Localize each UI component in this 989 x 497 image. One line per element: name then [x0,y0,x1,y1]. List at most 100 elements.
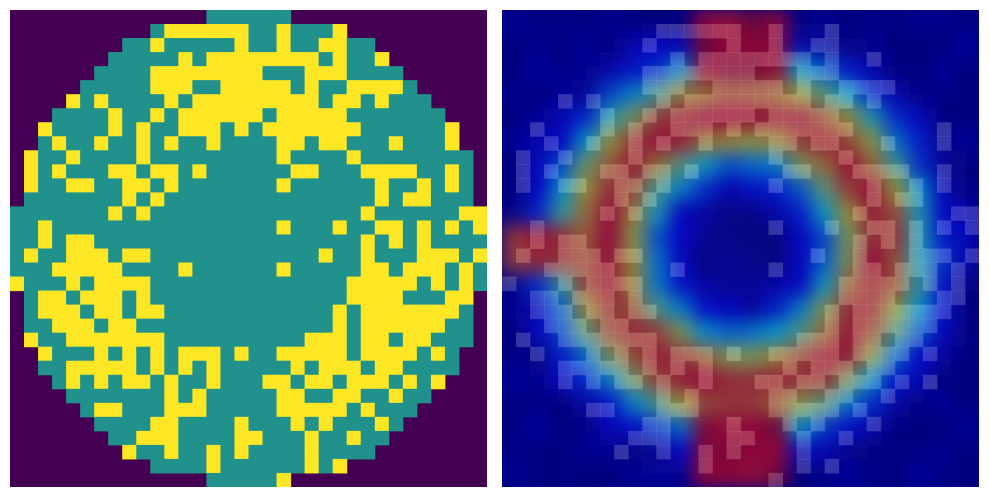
normal-die [192,248,207,264]
defect-die [122,276,137,292]
defect-die [66,248,81,264]
overlay-defect-die [796,122,812,137]
overlay-normal-die [642,136,657,151]
normal-die [66,206,81,221]
normal-die [178,150,193,165]
overlay-normal-die [726,388,741,404]
heatmap-cell [716,81,742,107]
normal-die [318,458,334,474]
overlay-defect-die [852,304,868,320]
defect-die [388,80,404,95]
overlay-defect-die [530,220,545,235]
normal-die [416,206,432,221]
overlay-normal-die [740,388,756,404]
defect-die [80,290,95,306]
overlay-defect-die [726,108,741,123]
heatmap-cell [907,57,933,83]
normal-die [430,192,446,207]
overlay-defect-die [810,374,826,390]
overlay-defect-die [712,24,727,39]
defect-die [290,346,306,362]
overlay-normal-die [852,136,868,151]
normal-die [220,416,235,432]
defect-die [66,234,81,249]
normal-die [220,262,235,278]
normal-die [178,332,193,348]
heatmap-cell [883,272,909,298]
overlay-normal-die [796,192,812,207]
overlay-defect-die [782,94,798,109]
overlay-defect-die [614,318,629,334]
overlay-normal-die [684,430,699,446]
overlay-defect-die [880,164,896,179]
heatmap-cell [859,415,885,441]
overlay-normal-die [726,220,741,235]
overlay-defect-die [544,290,559,306]
overlay-normal-die [628,52,643,67]
normal-die [430,164,446,179]
normal-die [248,472,264,487]
defect-die [304,122,320,137]
overlay-normal-die [684,262,699,278]
defect-die [150,192,165,207]
heatmap-cell [645,439,670,465]
defect-die [430,346,446,362]
heatmap-cell [812,224,837,250]
overlay-normal-die [600,66,615,81]
heatmap-cell [883,129,909,155]
defect-die [276,80,292,95]
overlay-defect-die [712,108,727,123]
defect-die [374,52,390,67]
overlay-defect-die [670,52,685,67]
overlay-defect-die [824,360,840,376]
overlay-normal-die [544,234,559,249]
overlay-defect-die [880,234,896,249]
overlay-defect-die [740,80,756,95]
normal-die [388,66,404,81]
normal-die [262,430,278,446]
heatmap-cell [883,57,909,83]
normal-die [206,248,221,264]
defect-die [444,304,460,320]
overlay-defect-die [936,164,952,179]
overlay-defect-die [684,66,699,81]
overlay-defect-die [768,262,784,278]
heatmap-cell [788,272,814,298]
normal-die [24,206,39,221]
defect-die [122,318,137,334]
overlay-normal-die [572,374,587,390]
heatmap-cell [907,343,933,369]
heatmap-cell [955,57,979,83]
overlay-normal-die [894,290,910,306]
heatmap-cell [549,105,575,131]
overlay-normal-die [726,458,741,474]
normal-die [290,150,306,165]
normal-die [206,38,221,53]
overlay-defect-die [544,304,559,320]
defect-die [234,108,249,123]
overlay-normal-die [656,248,671,264]
overlay-defect-die [810,122,826,137]
normal-die [234,220,249,235]
normal-die [416,164,432,179]
overlay-normal-die [838,262,854,278]
overlay-defect-die [558,374,573,390]
overlay-normal-die [628,318,643,334]
heatmap-cell [859,153,885,178]
heatmap-cell [549,153,575,178]
normal-die [206,192,221,207]
overlay-normal-die [586,122,601,137]
heatmap-cell [525,272,551,298]
normal-die [220,318,235,334]
heatmap-cell [907,153,933,178]
overlay-defect-die [628,178,643,193]
defect-die [444,248,460,264]
overlay-normal-die [502,220,517,235]
overlay-normal-die [516,234,531,249]
overlay-defect-die [768,38,784,53]
overlay-normal-die [600,150,615,165]
overlay-defect-die [936,290,952,306]
defect-die [122,248,137,264]
heatmap-cell [955,439,979,465]
normal-die [80,122,95,137]
